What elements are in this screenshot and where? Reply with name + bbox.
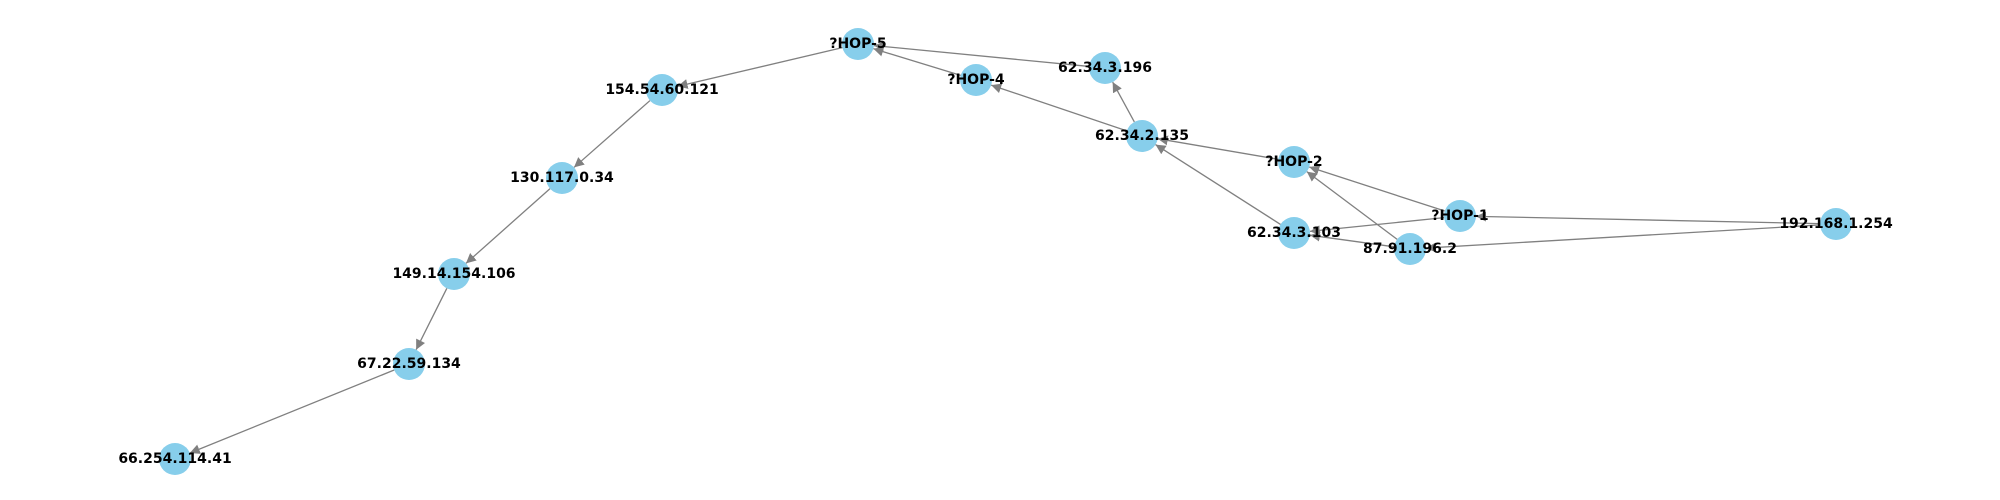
node-n66 (159, 443, 191, 475)
edge-n196-to-hop5 (873, 41, 1090, 68)
node-hop2 (1278, 146, 1310, 178)
node-n87 (1394, 233, 1426, 265)
node-label: 192.168.1.254 (1779, 216, 1893, 232)
edge-n192-to-n87 (1425, 224, 1821, 253)
node-n67 (393, 348, 425, 380)
node-n130 (546, 162, 578, 194)
node-n149 (438, 258, 470, 290)
node-label: ?HOP-5 (829, 36, 886, 52)
node-n196 (1089, 52, 1121, 84)
edge-hop1-to-hop2 (1309, 165, 1445, 212)
node-label: ?HOP-4 (947, 72, 1005, 88)
node-label: 130.117.0.34 (510, 170, 614, 186)
edge-n135-to-n196 (1112, 81, 1135, 123)
node-label: 62.34.3.103 (1247, 225, 1341, 241)
node-layer (159, 28, 1852, 475)
node-hop4 (960, 64, 992, 96)
node-label: ?HOP-1 (1431, 208, 1488, 224)
edge-n135-to-hop4 (990, 83, 1128, 132)
edge-n87-to-n103 (1309, 231, 1395, 248)
node-label: ?HOP-2 (1265, 154, 1322, 170)
node-n135 (1126, 120, 1158, 152)
edge-hop5-to-n154 (677, 47, 843, 89)
node-n154 (646, 74, 678, 106)
edge-n130-to-n149 (465, 188, 551, 264)
node-n103 (1278, 217, 1310, 249)
node-hop1 (1444, 200, 1476, 232)
edge-layer (189, 41, 1821, 454)
node-n192 (1820, 208, 1852, 240)
node-label: 154.54.60.121 (605, 82, 718, 98)
edge-n149-to-n67 (415, 288, 448, 350)
node-label: 62.34.2.135 (1095, 128, 1189, 144)
node-label: 67.22.59.134 (357, 356, 461, 372)
edge-n154-to-n130 (573, 100, 651, 168)
node-label: 87.91.196.2 (1363, 241, 1457, 257)
edge-hop2-to-n135 (1157, 135, 1279, 160)
label-layer: 192.168.1.254 ?HOP-1 87.91.196.2 ?HOP-2 62.3… (118, 36, 1893, 467)
edge-n192-to-hop1 (1475, 211, 1821, 225)
node-hop5 (842, 28, 874, 60)
edge-n67-to-n66 (189, 369, 395, 454)
edge-n103-to-n135 (1155, 144, 1281, 225)
node-label: 66.254.114.41 (118, 451, 231, 467)
edge-hop4-to-hop5 (873, 46, 961, 76)
node-label: 149.14.154.106 (392, 266, 515, 282)
edge-n87-to-hop2 (1306, 171, 1398, 240)
node-label: 62.34.3.196 (1058, 60, 1152, 76)
